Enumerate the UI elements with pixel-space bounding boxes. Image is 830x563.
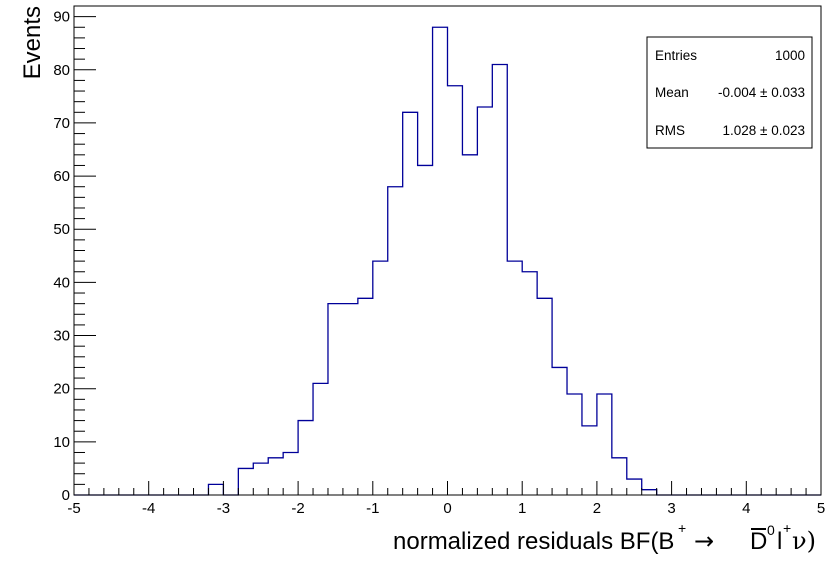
stats-mean-label: Mean (655, 85, 689, 100)
x-tick-label: 2 (593, 500, 601, 517)
stats-entries-label: Entries (655, 48, 697, 63)
y-tick-label: 80 (53, 62, 70, 79)
stats-rms-value: 1.028 ± 0.023 (723, 123, 805, 138)
x-axis: -5 -4 -3 -2 -1 0 1 2 3 4 5 (67, 481, 825, 517)
x-tick-label: -5 (67, 500, 80, 517)
x-tick-label: 4 (742, 500, 750, 517)
stats-box-frame (646, 36, 813, 149)
y-tick-label: 50 (53, 221, 70, 238)
x-axis-title: normalized residuals BF(B + → D 0 l + ν) (393, 520, 816, 555)
x-tick-label: -4 (142, 500, 155, 517)
y-tick-label: 10 (53, 434, 70, 451)
stats-rms-label: RMS (655, 123, 685, 138)
histogram-outline (74, 26, 821, 496)
x-tick-label: 3 (667, 500, 675, 517)
x-axis-title-d: D (750, 528, 767, 555)
x-axis-title-plus-sup: + (678, 520, 686, 536)
y-tick-label: 20 (53, 381, 70, 398)
y-tick-label: 0 (62, 487, 70, 504)
y-tick-label: 40 (53, 274, 70, 291)
stats-entries-value: 1000 (775, 48, 805, 63)
stats-mean-value: -0.004 ± 0.033 (718, 85, 805, 100)
x-axis-title-arrow: → (694, 527, 714, 555)
y-axis-title: Events (19, 6, 46, 79)
x-axis-title-nu: ν) (792, 527, 816, 555)
histogram-bars (74, 26, 821, 496)
y-tick-label: 30 (53, 328, 70, 345)
x-tick-label: -3 (217, 500, 230, 517)
x-tick-label: 0 (443, 500, 451, 517)
x-axis-title-zero-sup: 0 (767, 522, 775, 538)
y-axis: 0 10 20 30 40 50 60 70 80 90 (53, 9, 96, 504)
x-tick-label: 5 (817, 500, 825, 517)
x-axis-title-lepton-sup: + (783, 520, 791, 536)
x-tick-label: -1 (366, 500, 379, 517)
x-tick-label: -2 (291, 500, 304, 517)
y-tick-label: 70 (53, 115, 70, 132)
y-tick-label: 90 (53, 9, 70, 26)
stats-box: Entries 1000 Mean -0.004 ± 0.033 RMS 1.0… (646, 36, 813, 149)
x-axis-title-lepton: l (777, 528, 782, 555)
x-axis-title-main: normalized residuals BF(B (393, 528, 674, 555)
y-tick-label: 60 (53, 168, 70, 185)
x-tick-label: 1 (518, 500, 526, 517)
